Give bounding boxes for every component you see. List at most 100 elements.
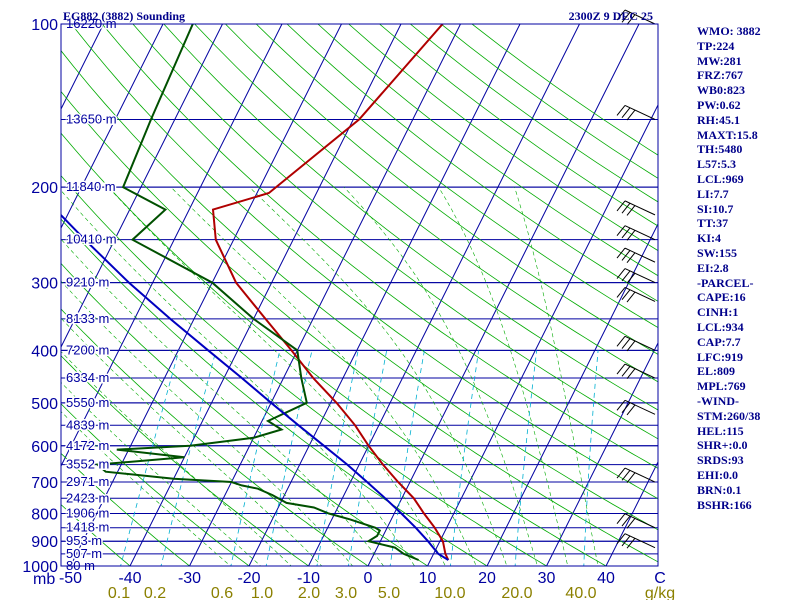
dry-adiabat	[61, 218, 488, 566]
dry-adiabat	[61, 504, 131, 566]
wind-barb-feather	[626, 404, 636, 416]
moist-adiabat	[61, 381, 262, 566]
wind-barb-feather	[621, 250, 631, 261]
wind-barb-feather	[616, 247, 626, 259]
mixing-ratio-label: 1.0	[251, 585, 273, 600]
wind-barb-feather	[626, 109, 636, 121]
wind-barb	[616, 335, 656, 352]
isotherm-line	[129, 24, 402, 566]
height-label: 953 m	[66, 533, 102, 548]
height-label: 10410 m	[66, 232, 117, 247]
wind-barb-feather	[616, 9, 626, 21]
wind-barb-feather	[621, 535, 631, 547]
isotherm-line	[367, 24, 640, 566]
mixing-ratio-unit: g/kg	[645, 585, 675, 600]
sounding-index: FRZ:767	[697, 68, 743, 83]
wind-barb	[616, 399, 656, 416]
mixing-ratio-label: 0.2	[144, 585, 166, 600]
wind-barb-feather	[621, 338, 631, 349]
height-label: 507 m	[66, 546, 102, 561]
height-label: 11840 m	[66, 179, 116, 194]
wind-barb-feather	[626, 205, 636, 216]
dry-adiabat	[286, 24, 658, 302]
pressure-tick-label: 1000	[22, 559, 58, 576]
height-label: 2423 m	[66, 490, 109, 505]
mixing-ratio-line	[583, 350, 599, 566]
moist-adiabat	[61, 189, 415, 566]
wind-barb-feather	[626, 518, 636, 529]
wind-barb-feather	[621, 11, 631, 23]
temperature-trace	[211, 24, 450, 561]
wind-barb	[616, 225, 656, 241]
temperature-tick-label: -40	[118, 570, 141, 587]
sounding-index: SHR+:0.0	[697, 438, 748, 453]
sounding-index: MW:281	[697, 53, 742, 68]
height-label: 1418 m	[66, 520, 109, 535]
moist-adiabat	[108, 186, 446, 566]
mixing-ratio-label: 20.0	[501, 585, 532, 600]
wind-barb-feather	[621, 402, 631, 413]
pressure-tick-label: 100	[31, 17, 58, 34]
moist-adiabat	[343, 186, 538, 566]
moist-adiabat	[61, 317, 323, 566]
dry-adiabat	[61, 175, 548, 566]
sounding-index: -PARCEL-	[697, 275, 754, 290]
dry-adiabat	[61, 132, 607, 566]
dry-adiabat	[225, 24, 658, 355]
dry-adiabat	[194, 24, 658, 383]
dry-adiabat	[163, 24, 658, 411]
dry-adiabat	[61, 452, 191, 566]
wind-barb-feather	[621, 515, 631, 527]
temperature-tick-label: 20	[478, 570, 496, 587]
temperature-tick-label: 10	[419, 570, 437, 587]
sounding-index: BSHR:166	[697, 497, 752, 512]
moist-adiabat	[249, 186, 508, 566]
isotherm-line	[189, 24, 461, 566]
dry-adiabat	[317, 24, 658, 277]
isotherm-line	[486, 222, 658, 566]
dry-adiabat	[61, 90, 658, 563]
sounding-index: STM:260/38	[697, 408, 761, 423]
pressure-tick-label: 400	[31, 343, 58, 360]
wind-barb-feather	[616, 513, 626, 525]
sounding-index: BRN:0.1	[697, 482, 742, 497]
wind-barb-feather	[626, 229, 636, 241]
wind-barb-feather	[626, 291, 636, 303]
wind-barb-feather	[616, 400, 626, 411]
height-label: 6334 m	[66, 370, 109, 385]
pressure-tick-label: 700	[31, 475, 58, 492]
wind-barb-feather	[616, 287, 626, 298]
height-label: 13650 m	[66, 111, 117, 126]
skewt-grid	[61, 24, 658, 566]
sounding-index: HEL:115	[697, 423, 744, 438]
temperature-tick-label: -20	[237, 570, 260, 587]
sounding-index: LFC:919	[697, 349, 743, 364]
sounding-index: EI:2.8	[697, 260, 729, 275]
wind-barb-feather	[616, 200, 626, 212]
mixing-ratio-line	[514, 350, 538, 566]
dry-adiabat	[101, 24, 658, 469]
wind-barb-feather	[616, 268, 626, 279]
height-label: 3552 m	[66, 457, 109, 472]
moist-adiabat	[61, 411, 231, 566]
sounding-index: MAXT:15.8	[697, 127, 758, 142]
pressure-tick-label: 900	[31, 534, 58, 551]
station-title: EG882 (3882) Sounding	[63, 9, 185, 23]
height-label: 8133 m	[66, 311, 109, 326]
moist-adiabat	[61, 351, 292, 566]
temperature-unit-label: C	[654, 570, 666, 587]
sounding-index: CAPE:16	[697, 290, 746, 305]
sounding-index: KI:4	[697, 231, 721, 246]
height-label: 7200 m	[66, 342, 109, 357]
wind-barb-feather	[626, 252, 636, 264]
wind-barb-feather	[616, 105, 626, 116]
temperature-tick-label: 0	[364, 570, 373, 587]
wind-barb-feather	[616, 336, 626, 347]
pressure-tick-label: 800	[31, 506, 58, 523]
wind-barb-feather	[626, 340, 636, 352]
mixing-ratio-label: 3.0	[335, 585, 357, 600]
sounding-index: TH:5480	[697, 142, 743, 157]
sounding-index: WMO: 3882	[697, 24, 761, 38]
moist-adiabat	[61, 238, 384, 566]
